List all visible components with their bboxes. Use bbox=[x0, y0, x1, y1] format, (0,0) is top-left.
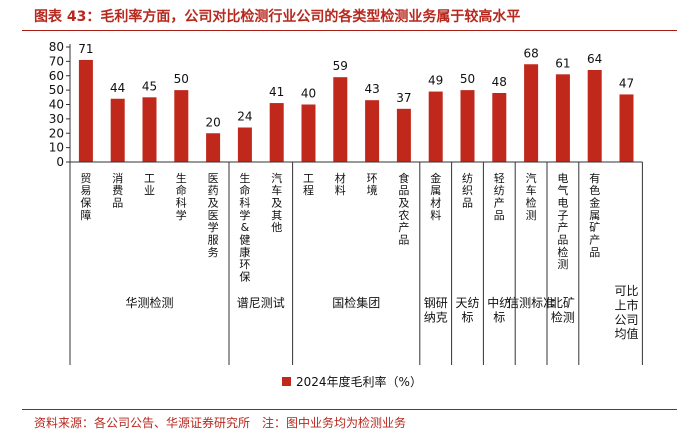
legend-label: 2024年度毛利率（%） bbox=[296, 374, 422, 389]
data-label-1: 44 bbox=[110, 81, 125, 95]
data-label-14: 68 bbox=[523, 46, 538, 60]
bar-14 bbox=[524, 64, 539, 162]
data-label-0: 71 bbox=[78, 42, 93, 56]
category-label-11: 金属材料 bbox=[430, 171, 441, 222]
bar-3 bbox=[174, 90, 189, 162]
category-label-2: 工业 bbox=[144, 172, 155, 197]
category-label-9: 环境 bbox=[367, 172, 378, 197]
data-label-3: 50 bbox=[174, 72, 189, 86]
group-label-7: 北矿检测 bbox=[551, 296, 575, 324]
y-tick-label-0: 0 bbox=[56, 155, 64, 169]
data-label-5: 24 bbox=[237, 110, 252, 124]
category-label-12: 纺织品 bbox=[462, 171, 473, 210]
bar-9 bbox=[365, 100, 380, 162]
legend: 2024年度毛利率（%） bbox=[282, 374, 422, 389]
data-label-7: 40 bbox=[301, 87, 316, 101]
data-label-12: 50 bbox=[460, 72, 475, 86]
group-label-8: 可比上市公司均值 bbox=[614, 284, 638, 341]
category-label-14: 汽车检测 bbox=[526, 171, 537, 222]
category-label-6: 汽车及其他 bbox=[271, 171, 282, 234]
bar-8 bbox=[333, 77, 348, 162]
group-label-3: 钢研纳克 bbox=[424, 296, 448, 324]
category-label-1: 消费品 bbox=[112, 171, 123, 210]
bar-13 bbox=[492, 93, 507, 162]
y-tick-label-2: 20 bbox=[49, 126, 64, 140]
y-tick-label-7: 70 bbox=[49, 54, 64, 68]
bar-15 bbox=[555, 74, 570, 162]
bar-7 bbox=[301, 104, 316, 162]
group-label-4: 天纺标 bbox=[455, 296, 479, 324]
bar-12 bbox=[460, 90, 475, 162]
category-labels: 贸易保障 消费品 工业 生命科学 医药及医学服务 生命科学&健康环保 汽车及其他 工程材料环境… bbox=[80, 171, 600, 284]
data-label-9: 43 bbox=[364, 82, 379, 96]
bar-5 bbox=[237, 127, 252, 162]
category-label-0: 贸易保障 bbox=[80, 172, 91, 222]
data-label-8: 59 bbox=[333, 59, 348, 73]
y-tick-label-6: 60 bbox=[49, 69, 64, 83]
x-axis bbox=[69, 161, 643, 365]
category-label-16: 有色金属矿产品 bbox=[589, 171, 600, 259]
legend-swatch bbox=[282, 377, 291, 386]
data-label-13: 48 bbox=[492, 75, 507, 89]
group-label-6: 信测标准 bbox=[507, 296, 555, 310]
data-label-4: 20 bbox=[205, 115, 220, 129]
data-label-11: 49 bbox=[428, 74, 443, 88]
data-label-17: 47 bbox=[619, 76, 634, 90]
y-tick-label-1: 10 bbox=[49, 141, 64, 155]
y-tick-label-8: 80 bbox=[49, 40, 64, 54]
category-label-3: 生命科学 bbox=[176, 171, 187, 222]
bar-16 bbox=[587, 70, 602, 162]
data-label-2: 45 bbox=[142, 79, 157, 93]
bars bbox=[78, 59, 634, 162]
bar-2 bbox=[142, 97, 157, 162]
group-label-5: 中纺标 bbox=[487, 295, 511, 324]
category-label-8: 材料 bbox=[335, 171, 346, 197]
data-label-15: 61 bbox=[555, 56, 570, 70]
bar-0 bbox=[78, 59, 93, 162]
bar-17 bbox=[619, 94, 634, 162]
data-label-6: 41 bbox=[269, 85, 284, 99]
y-tick-label-5: 50 bbox=[49, 83, 64, 97]
title-rule bbox=[22, 30, 677, 31]
category-label-5: 生命科学&健康环保 bbox=[239, 171, 250, 284]
y-tick-label-3: 30 bbox=[49, 112, 64, 126]
data-label-16: 64 bbox=[587, 52, 602, 66]
bar-10 bbox=[396, 108, 411, 162]
bar-4 bbox=[206, 133, 221, 162]
source-note: 资料来源：各公司公告、华源证券研究所 注：图中业务均为检测业务 bbox=[34, 416, 407, 430]
group-label-2: 国检集团 bbox=[332, 295, 380, 310]
group-label-0: 华测检测 bbox=[125, 295, 173, 310]
data-labels: 71 44 45 50 20 24 41 40 59 43 37 49 50 48 68 61 64 47 bbox=[78, 42, 634, 129]
group-label-1: 谱尼测试 bbox=[237, 295, 285, 310]
category-label-4: 医药及医学服务 bbox=[208, 172, 219, 259]
category-label-7: 工程 bbox=[303, 172, 314, 197]
category-label-10: 食品及农产品 bbox=[398, 171, 409, 247]
category-label-15: 电气电子产品检测 bbox=[557, 172, 568, 271]
y-tick-label-4: 40 bbox=[49, 98, 64, 112]
figure-title: 图表 43：毛利率方面，公司对比检测行业公司的各类型检测业务属于较高水平 bbox=[34, 9, 521, 25]
category-label-13: 轻纺产品 bbox=[494, 171, 505, 222]
data-label-10: 37 bbox=[396, 91, 411, 105]
source-rule bbox=[22, 409, 677, 410]
bar-11 bbox=[428, 91, 443, 162]
bar-6 bbox=[269, 103, 284, 162]
bar-1 bbox=[110, 98, 125, 162]
